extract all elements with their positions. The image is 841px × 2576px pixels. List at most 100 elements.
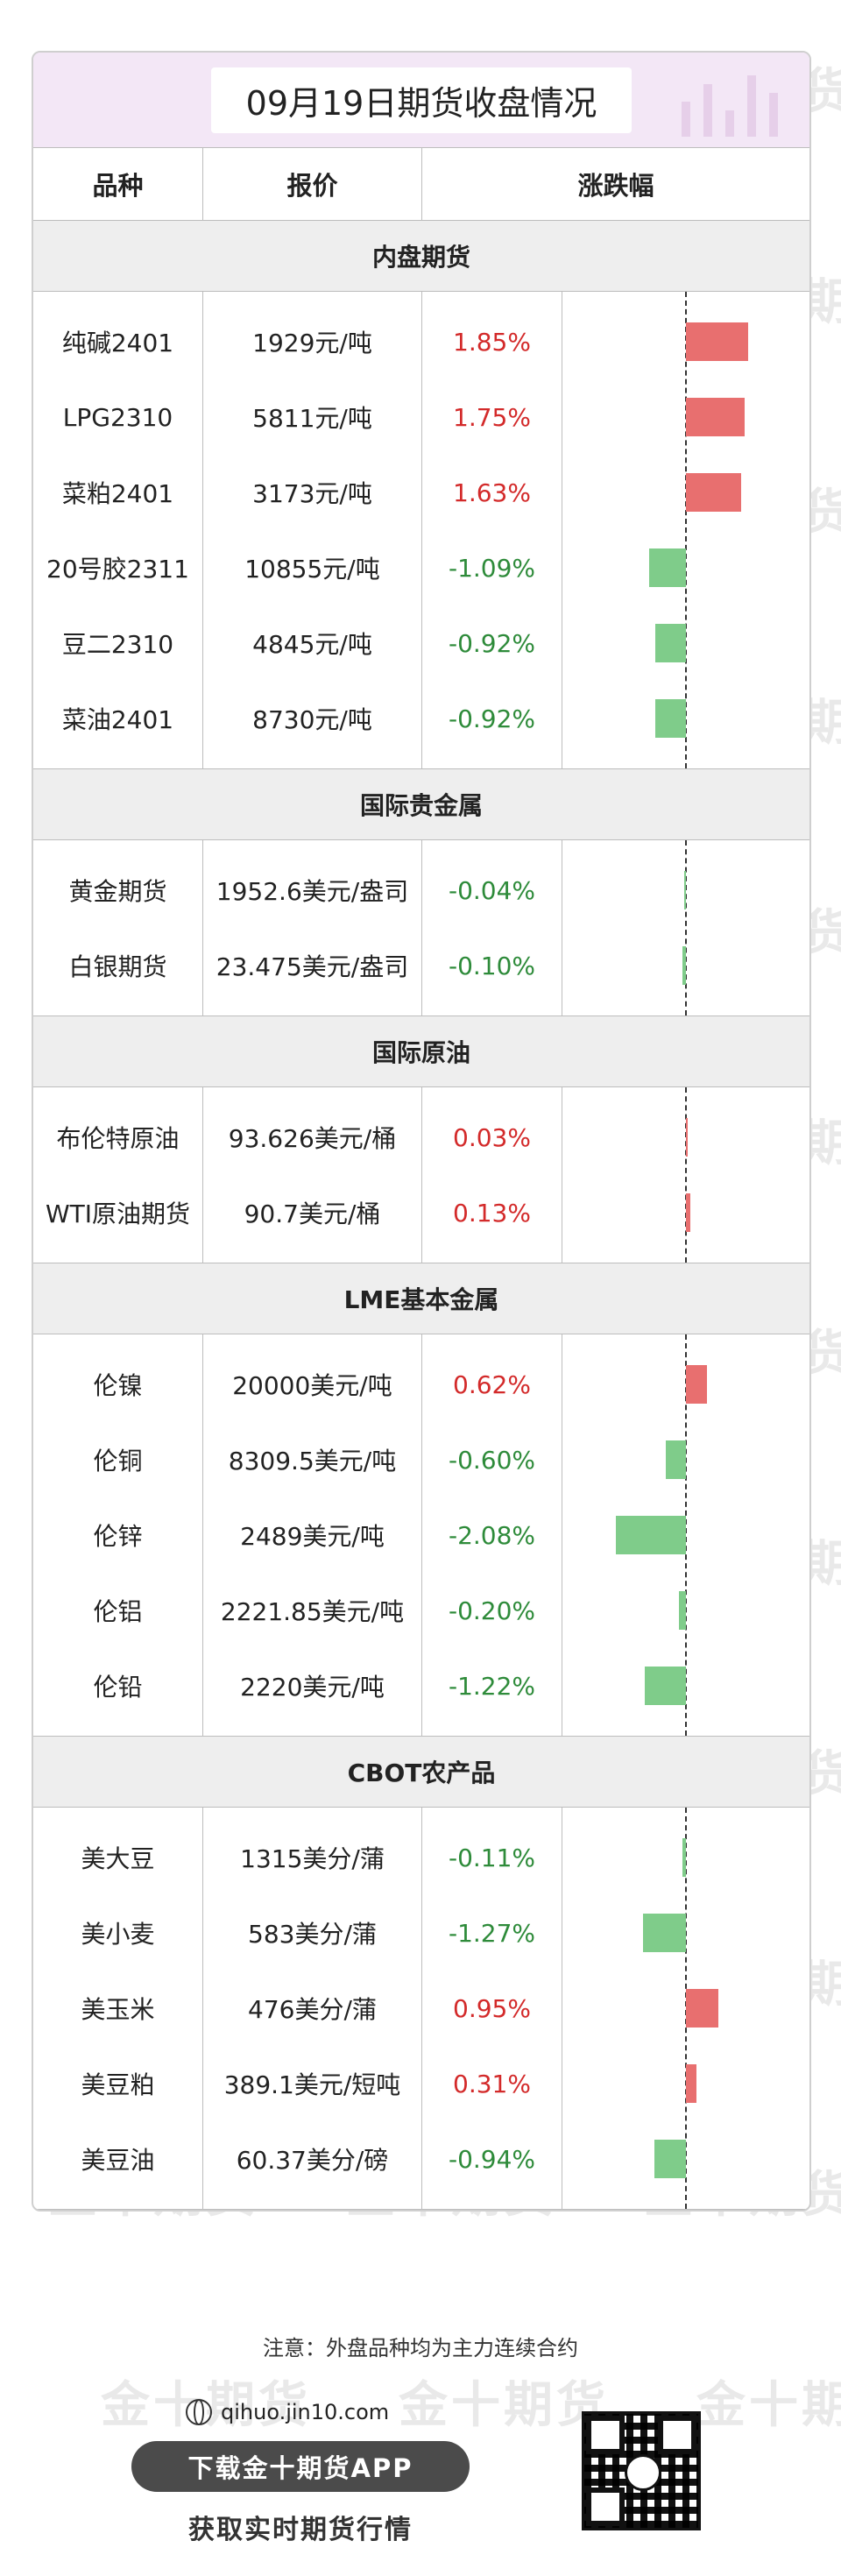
change-bar [665,1440,686,1479]
change-bar [645,1667,686,1705]
sections-container: 内盘期货 纯碱2401 LPG2310 菜粕2401 20号胶2311 豆二2310 菜油2… [33,221,809,2210]
change-percent: 1.63% [453,478,531,507]
change-bar [686,322,749,361]
change-percent: -1.09% [448,553,536,583]
change-bar [686,2064,696,2103]
name-column: 伦镍 伦铜 伦锌 伦铝 伦铅 [33,1334,203,1736]
variety-name: WTI原油期货 [45,1200,191,1228]
change-bar [654,2140,686,2178]
change-percent: -1.27% [448,1918,536,1948]
change-column: 0.03% 0.13% [422,1087,562,1263]
name-column: 纯碱2401 LPG2310 菜粕2401 20号胶2311 豆二2310 菜油2401 [33,292,203,768]
section-title: 国际贵金属 [33,769,809,840]
variety-name: 伦铝 [93,1597,143,1626]
variety-name: LPG2310 [62,402,173,432]
change-column: 1.85% 1.75% 1.63% -1.09% -0.92% -0.92% [422,292,562,768]
change-percent: 0.13% [453,1198,531,1228]
name-column: 布伦特原油 WTI原油期货 [33,1087,203,1263]
price-value: 2489美元/吨 [240,1522,385,1551]
price-column: 1315美分/蒲 583美分/蒲 476美分/蒲 389.1美元/短吨 60.37美分/… [203,1808,422,2209]
bar-chart-column [562,1087,809,1263]
variety-name: 纯碱2401 [61,329,174,357]
variety-name: 伦镍 [93,1371,143,1400]
site-url: qihuo.jin10.com [221,2400,390,2424]
price-value: 60.37美分/磅 [236,2146,389,2175]
footnote: 注意：外盘品种均为主力连续合约 [263,2336,578,2360]
change-column: -0.11% -1.27% 0.95% 0.31% -0.94% [422,1808,562,2209]
variety-name: 美大豆 [81,1844,155,1873]
change-percent: 0.31% [453,2069,531,2098]
candle-decoration [725,110,734,137]
header-change: 涨跌幅 [577,171,654,201]
section-title: CBOT农产品 [33,1737,809,1808]
change-bar [684,871,686,909]
download-app-button[interactable]: 下载金十期货APP [131,2441,470,2492]
price-value: 2220美元/吨 [240,1673,385,1702]
variety-name: 豆二2310 [61,630,174,659]
change-percent: -0.60% [448,1445,536,1475]
change-percent: 0.03% [453,1122,531,1152]
change-bar [649,548,686,587]
change-percent: 0.95% [453,1993,531,2023]
change-percent: -0.10% [448,951,536,980]
change-percent: -2.08% [448,1520,536,1550]
variety-name: 菜粕2401 [61,479,174,508]
price-value: 1929元/吨 [252,329,372,357]
title-banner: 09月19日期货收盘情况 [33,53,809,147]
variety-name: 美豆油 [81,2146,155,2175]
price-value: 20000美元/吨 [232,1371,392,1400]
variety-name: 伦铜 [93,1447,143,1476]
section-body: 美大豆 美小麦 美玉米 美豆粕 美豆油 1315美分/蒲 583美分/蒲 476美分/蒲 389… [33,1808,809,2210]
variety-name: 菜油2401 [61,705,174,734]
change-bar [643,1914,686,1952]
change-percent: -1.22% [448,1671,536,1701]
change-bar [616,1516,686,1554]
zero-axis-line [685,292,687,768]
bar-chart-column [562,1808,809,2209]
footer-subtitle: 获取实时期货行情 [188,2515,413,2545]
bar-chart-column [562,840,809,1016]
change-percent: -0.04% [448,875,536,905]
zero-axis-line [685,1334,687,1736]
change-percent: 1.75% [453,402,531,432]
globe-icon [186,2399,212,2425]
qr-corner [586,2488,625,2526]
price-value: 90.7美元/桶 [244,1200,381,1228]
qr-logo-icon [625,2454,661,2491]
candle-decoration [703,84,712,137]
variety-name: 布伦特原油 [56,1124,180,1153]
change-bar [654,624,686,662]
change-column: 0.62% -0.60% -2.08% -0.20% -1.22% [422,1334,562,1736]
price-value: 10855元/吨 [244,555,380,584]
section-title: 内盘期货 [33,221,809,292]
change-column: -0.04% -0.10% [422,840,562,1016]
price-value: 23.475美元/盎司 [216,952,409,981]
site-link[interactable]: qihuo.jin10.com [186,2399,389,2425]
change-bar [682,1838,686,1877]
futures-summary-card: 09月19日期货收盘情况 品种 报价 涨跌幅 内盘期货纯碱2401 LPG2310… [32,51,811,2212]
change-percent: -0.20% [448,1596,536,1625]
price-column: 1952.6美元/盎司 23.475美元/盎司 [203,840,422,1016]
table-header: 品种 报价 涨跌幅 [33,147,809,221]
change-percent: -0.94% [448,2144,536,2174]
price-column: 93.626美元/桶 90.7美元/桶 [203,1087,422,1263]
qr-corner [586,2416,625,2454]
candle-decoration [769,93,778,137]
price-value: 8730元/吨 [252,705,372,734]
variety-name: 美豆粕 [81,2070,155,2099]
watermark-text: 金十期货 [399,2377,609,2434]
bar-chart-column [562,1334,809,1736]
change-bar [686,1193,690,1232]
bar-chart-column [562,292,809,768]
price-value: 3173元/吨 [252,479,372,508]
name-column: 黄金期货 白银期货 [33,840,203,1016]
zero-axis-line [685,1087,687,1263]
change-bar [679,1591,686,1630]
change-bar [686,1989,718,2028]
section-body: 伦镍 伦铜 伦锌 伦铝 伦铅 20000美元/吨 8309.5美元/吨 2489美元/吨 222… [33,1334,809,1737]
price-value: 1315美分/蒲 [240,1844,385,1873]
variety-name: 美玉米 [81,1995,155,2024]
change-percent: -0.11% [448,1843,536,1872]
page-title: 09月19日期货收盘情况 [210,67,633,133]
variety-name: 伦铅 [93,1673,143,1702]
